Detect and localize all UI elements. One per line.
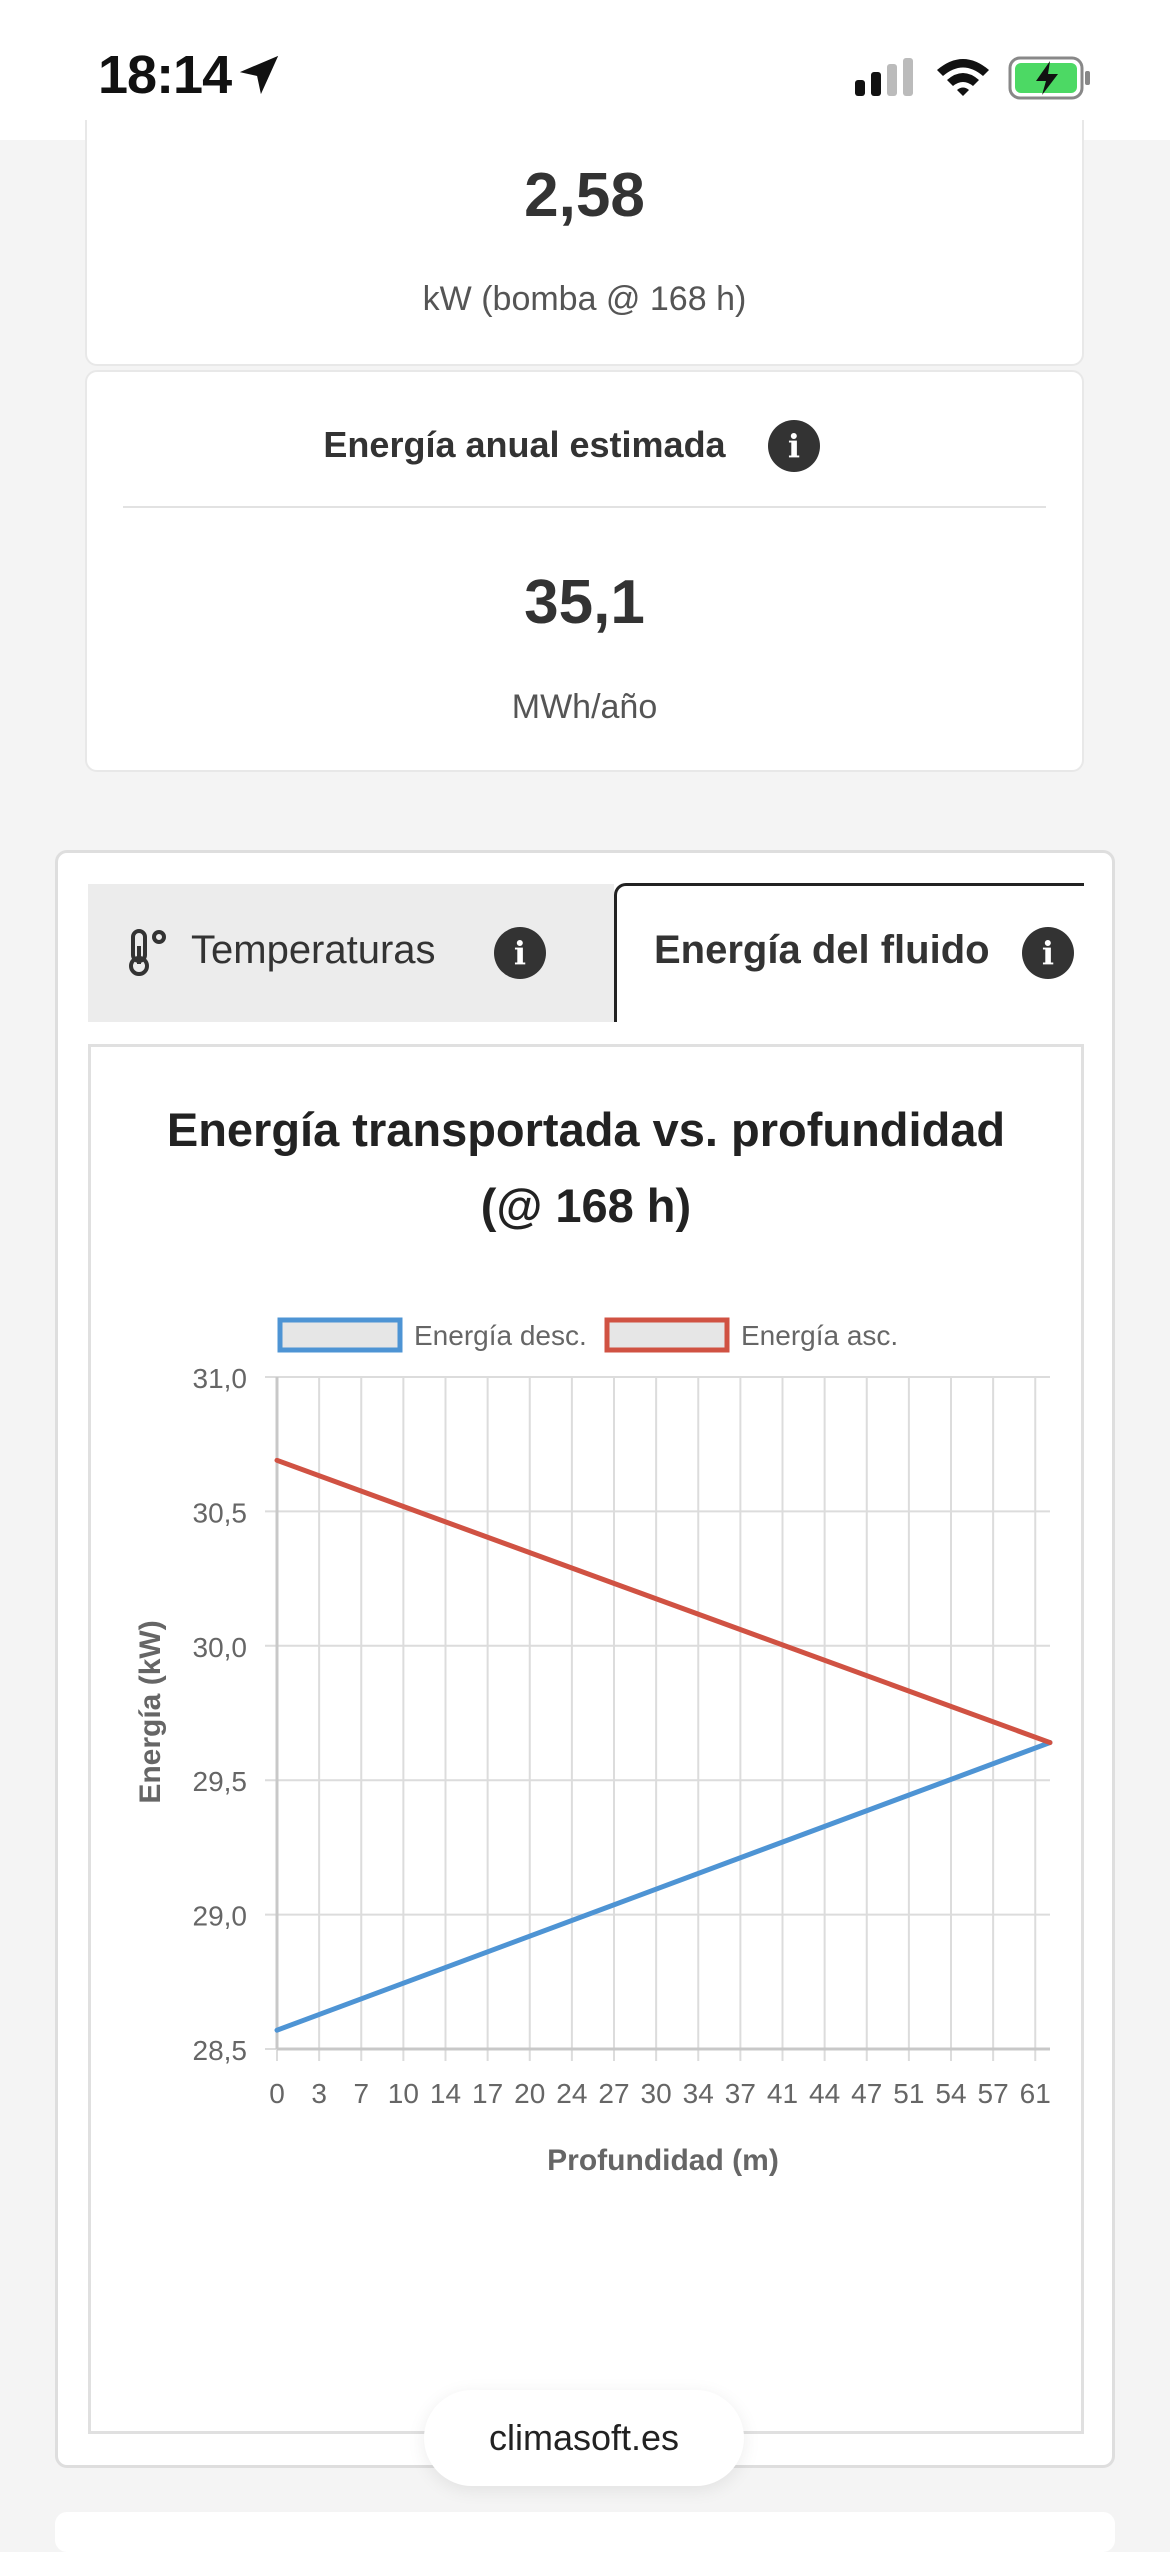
series-line-ascending	[274, 1457, 1053, 1746]
x-tick-label: 44	[809, 2078, 840, 2109]
status-bar: 18:14	[0, 0, 1170, 140]
x-tick-label: 57	[978, 2078, 1009, 2109]
x-tick-label: 17	[472, 2078, 503, 2109]
legend-swatch	[604, 1317, 730, 1353]
x-tick-label: 24	[556, 2078, 587, 2109]
x-tick-label: 7	[353, 2078, 369, 2109]
tab-energia-label: Energía del fluido	[654, 928, 990, 972]
x-tick-label: 61	[1020, 2078, 1051, 2109]
x-tick-label: 30	[641, 2078, 672, 2109]
y-tick-label: 29,0	[193, 1901, 248, 1932]
cellular-signal-icon	[855, 58, 913, 96]
wifi-icon	[937, 59, 989, 96]
x-tick-label: 0	[269, 2078, 285, 2109]
pump-power-unit: kW (bomba @ 168 h)	[422, 280, 747, 318]
location-arrow-icon	[239, 55, 279, 95]
chart-grid	[265, 1376, 1050, 2061]
y-tick-label: 28,5	[193, 2035, 248, 2066]
chart-title-line2: (@ 168 h)	[480, 1179, 692, 1232]
legend-label: Energía asc.	[741, 1320, 898, 1351]
series-line-descending	[274, 1740, 1053, 2033]
x-tick-label: 10	[388, 2078, 419, 2109]
card-divider	[123, 506, 1046, 508]
results-panel	[55, 850, 1115, 2468]
status-time: 18:14	[98, 45, 232, 105]
y-tick-label: 31,0	[193, 1363, 248, 1394]
x-tick-label: 54	[935, 2078, 966, 2109]
footer-badge[interactable]: climasoft.es	[424, 2390, 744, 2486]
tab-temperaturas-label: Temperaturas	[191, 928, 436, 972]
chart-title-line1: Energía transportada vs. profundidad	[166, 1103, 1006, 1156]
chart-axes: 31,030,530,029,529,028,50 3 7 10 14 17 20 24 27 3…	[193, 1363, 1051, 2109]
annual-energy-unit: MWh/año	[511, 688, 658, 726]
y-tick-label: 30,5	[193, 1497, 248, 1528]
annual-energy-title: Energía anual estimada	[323, 424, 726, 465]
battery-charging-icon	[1008, 56, 1090, 100]
pump-power-value: 2,58	[524, 161, 645, 230]
legend-label: Energía desc.	[414, 1320, 587, 1351]
x-tick-label: 41	[767, 2078, 798, 2109]
annual-energy-value: 35,1	[524, 568, 645, 637]
x-tick-label: 34	[683, 2078, 714, 2109]
info-icon[interactable]: i	[768, 420, 820, 472]
x-axis-label: Profundidad (m)	[547, 2144, 779, 2177]
annual-energy-card: Energía anual estimada i 35,1 MWh/año	[85, 370, 1084, 772]
y-tick-label: 29,5	[193, 1766, 248, 1797]
x-tick-label: 51	[893, 2078, 924, 2109]
x-tick-label: 20	[514, 2078, 545, 2109]
y-tick-label: 30,0	[193, 1632, 248, 1663]
pump-power-card: 2,58 kW (bomba @ 168 h)	[85, 120, 1084, 366]
y-axis-label: Energía (kW)	[134, 1620, 167, 1803]
chart-legend: Energía desc. Energía asc.	[277, 1317, 898, 1353]
thermometer-icon	[129, 929, 166, 976]
next-card-edge	[55, 2512, 1115, 2552]
chart-series	[274, 1457, 1053, 2033]
x-tick-label: 37	[725, 2078, 756, 2109]
chart-title: Energía transportada vs. profundidad (@ …	[88, 1092, 1084, 1244]
x-tick-label: 14	[430, 2078, 461, 2109]
tab-temperaturas[interactable]: Temperaturas i	[88, 884, 614, 1022]
x-tick-label: 3	[311, 2078, 327, 2109]
info-icon[interactable]: i	[1022, 927, 1074, 979]
legend-swatch	[277, 1317, 403, 1353]
tab-energia-del-fluido[interactable]: Energía del fluido i	[614, 883, 1084, 1022]
x-tick-label: 47	[851, 2078, 882, 2109]
x-tick-label: 27	[598, 2078, 629, 2109]
info-icon[interactable]: i	[494, 927, 546, 979]
